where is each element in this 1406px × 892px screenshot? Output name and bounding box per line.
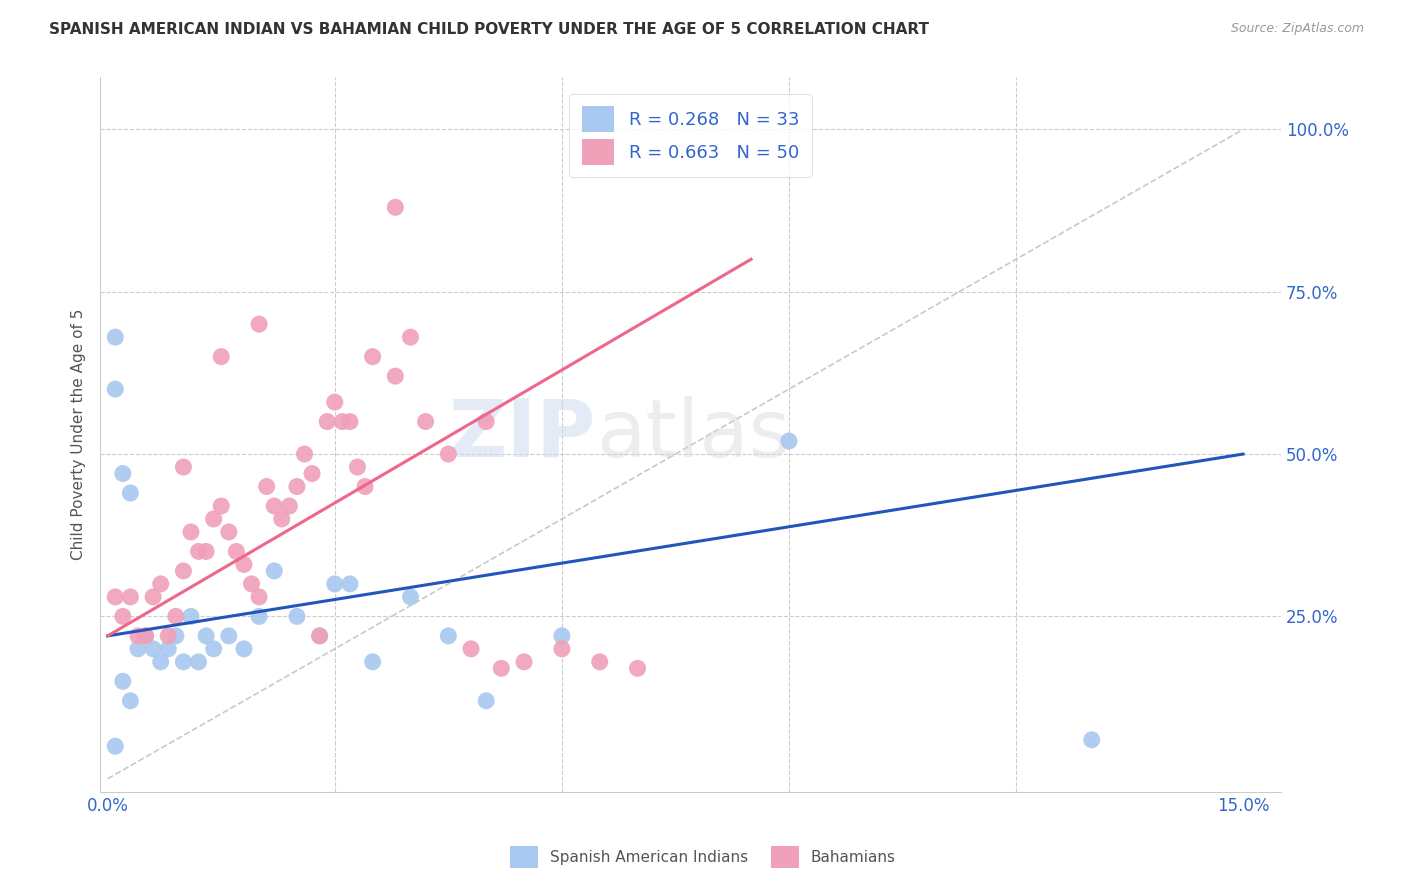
Point — [437, 447, 460, 461]
Point — [247, 317, 270, 331]
Point — [233, 558, 256, 572]
Point — [157, 641, 180, 656]
Point — [460, 641, 482, 656]
Point — [120, 486, 142, 500]
Point — [778, 434, 800, 448]
Point — [399, 590, 422, 604]
Point — [187, 544, 209, 558]
Point — [135, 629, 157, 643]
Point — [218, 524, 240, 539]
Point — [247, 590, 270, 604]
Point — [330, 415, 353, 429]
Point — [589, 655, 612, 669]
Point — [157, 629, 180, 643]
Legend: Spanish American Indians, Bahamians: Spanish American Indians, Bahamians — [498, 834, 908, 880]
Point — [180, 609, 202, 624]
Point — [339, 415, 361, 429]
Point — [354, 479, 377, 493]
Point — [135, 629, 157, 643]
Point — [475, 694, 498, 708]
Point — [218, 629, 240, 643]
Point — [323, 577, 346, 591]
Point — [165, 609, 187, 624]
Legend: R = 0.268   N = 33, R = 0.663   N = 50: R = 0.268 N = 33, R = 0.663 N = 50 — [569, 94, 811, 178]
Point — [142, 590, 165, 604]
Point — [111, 674, 134, 689]
Point — [415, 415, 437, 429]
Point — [195, 544, 218, 558]
Point — [180, 524, 202, 539]
Point — [308, 629, 330, 643]
Point — [247, 609, 270, 624]
Point — [172, 460, 194, 475]
Point — [256, 479, 278, 493]
Point — [240, 577, 263, 591]
Point — [111, 467, 134, 481]
Point — [149, 577, 172, 591]
Point — [104, 739, 127, 754]
Point — [263, 499, 285, 513]
Point — [308, 629, 330, 643]
Y-axis label: Child Poverty Under the Age of 5: Child Poverty Under the Age of 5 — [72, 309, 86, 560]
Text: atlas: atlas — [596, 395, 790, 474]
Point — [127, 641, 149, 656]
Point — [233, 641, 256, 656]
Point — [285, 609, 308, 624]
Point — [165, 629, 187, 643]
Point — [149, 655, 172, 669]
Point — [491, 661, 513, 675]
Point — [301, 467, 323, 481]
Point — [209, 499, 232, 513]
Point — [513, 655, 536, 669]
Point — [399, 330, 422, 344]
Point — [202, 641, 225, 656]
Point — [323, 395, 346, 409]
Point — [626, 661, 648, 675]
Point — [551, 629, 574, 643]
Point — [263, 564, 285, 578]
Point — [339, 577, 361, 591]
Point — [278, 499, 301, 513]
Text: ZIP: ZIP — [449, 395, 596, 474]
Point — [384, 369, 406, 384]
Point — [172, 564, 194, 578]
Point — [551, 641, 574, 656]
Point — [285, 479, 308, 493]
Point — [475, 415, 498, 429]
Point — [361, 655, 384, 669]
Point — [346, 460, 368, 475]
Point — [316, 415, 339, 429]
Point — [187, 655, 209, 669]
Text: Source: ZipAtlas.com: Source: ZipAtlas.com — [1230, 22, 1364, 36]
Point — [270, 512, 292, 526]
Point — [120, 590, 142, 604]
Point — [225, 544, 247, 558]
Point — [172, 655, 194, 669]
Point — [195, 629, 218, 643]
Point — [384, 200, 406, 214]
Point — [202, 512, 225, 526]
Point — [120, 694, 142, 708]
Point — [142, 641, 165, 656]
Point — [361, 350, 384, 364]
Point — [1080, 732, 1102, 747]
Point — [111, 609, 134, 624]
Point — [294, 447, 316, 461]
Point — [104, 382, 127, 396]
Point — [104, 590, 127, 604]
Text: SPANISH AMERICAN INDIAN VS BAHAMIAN CHILD POVERTY UNDER THE AGE OF 5 CORRELATION: SPANISH AMERICAN INDIAN VS BAHAMIAN CHIL… — [49, 22, 929, 37]
Point — [209, 350, 232, 364]
Point — [104, 330, 127, 344]
Point — [127, 629, 149, 643]
Point — [437, 629, 460, 643]
